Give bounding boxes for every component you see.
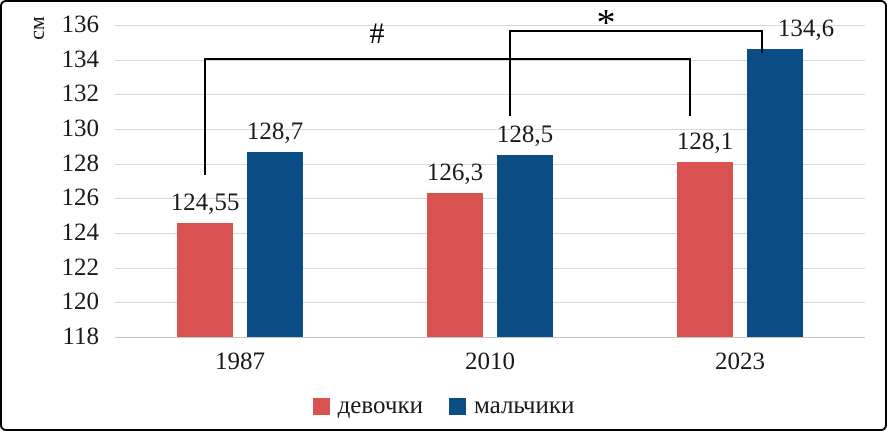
x-tick-1987: 1987: [215, 348, 265, 375]
y-tick-126: 126: [61, 184, 100, 211]
y-tick-132: 132: [61, 80, 100, 107]
bracket-star-segment-0: [509, 31, 511, 116]
hash-symbol: #: [369, 17, 385, 50]
bracket-hash-segment-1: [204, 58, 691, 60]
y-tick-122: 122: [61, 254, 100, 281]
bracket-hash-segment-2: [689, 58, 691, 116]
gridline-128: [115, 164, 865, 165]
x-tick-2023: 2023: [715, 348, 765, 375]
gridline-132: [115, 94, 865, 95]
legend-item-girls: девочки: [312, 392, 423, 420]
value-label-girls-2023: 128,1: [676, 128, 734, 155]
gridline-124: [115, 233, 865, 234]
bracket-star-segment-1: [509, 30, 763, 32]
gridline-126: [115, 198, 865, 199]
bar-girls-2010: [427, 193, 483, 337]
bar-boys-2023: [747, 49, 803, 337]
legend-swatch-boys: [448, 397, 466, 415]
gridline-134: [115, 60, 865, 61]
legend-label-boys: мальчики: [473, 392, 575, 419]
gridline-130: [115, 129, 865, 130]
bar-girls-1987: [177, 223, 233, 337]
y-tick-120: 120: [61, 288, 100, 315]
bar-boys-2010: [497, 155, 553, 337]
bar-boys-1987: [247, 152, 303, 337]
value-label-boys-1987: 128,7: [246, 118, 304, 145]
value-label-girls-1987: 124,55: [170, 189, 240, 216]
value-label-boys-2023: 134,6: [777, 15, 835, 42]
star-symbol: *: [596, 2, 616, 44]
legend: девочки мальчики: [2, 392, 885, 420]
bar-girls-2023: [677, 162, 733, 337]
bracket-hash-segment-0: [204, 59, 206, 175]
legend-label-girls: девочки: [337, 392, 423, 419]
y-tick-128: 128: [61, 150, 100, 177]
x-tick-2010: 2010: [465, 348, 515, 375]
gridline-122: [115, 268, 865, 269]
legend-swatch-girls: [312, 397, 330, 415]
y-tick-118: 118: [62, 323, 99, 350]
value-label-boys-2010: 128,5: [496, 121, 554, 148]
y-tick-124: 124: [61, 219, 100, 246]
y-tick-136: 136: [61, 11, 100, 38]
gridline-118: [115, 337, 865, 338]
y-tick-130: 130: [61, 115, 100, 142]
value-label-girls-2010: 126,3: [426, 159, 484, 186]
gridline-120: [115, 302, 865, 303]
y-tick-134: 134: [61, 46, 100, 73]
gridline-136: [115, 25, 865, 26]
legend-item-boys: мальчики: [448, 392, 575, 420]
bracket-star-segment-2: [761, 30, 763, 53]
